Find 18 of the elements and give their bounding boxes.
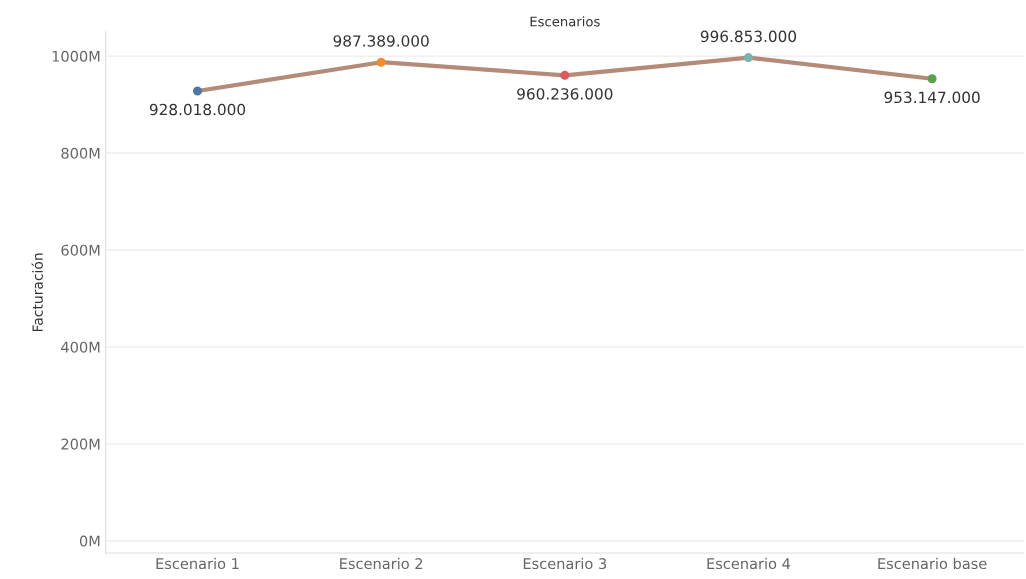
data-label: 987.389.000 — [333, 35, 429, 47]
data-label: 928.018.000 — [149, 103, 246, 116]
chart-title: Escenarios — [530, 16, 600, 27]
y-tick-label: 600M — [61, 244, 100, 256]
x-tick-label: Escenario 4 — [707, 557, 791, 570]
y-tick-label: 1000M — [52, 50, 100, 62]
y-tick-label: 400M — [61, 341, 100, 353]
x-tick-label: Escenario 2 — [340, 557, 423, 570]
y-tick-label: 0M — [79, 535, 100, 547]
x-tick-label: Escenario 3 — [523, 557, 607, 570]
x-tick-label: Escenario base — [878, 557, 987, 570]
y-tick-label: 200M — [61, 438, 100, 450]
y-tick-label: 800M — [61, 147, 100, 159]
y-axis-title: Facturación — [31, 253, 43, 332]
data-label: 960.236.000 — [517, 88, 613, 100]
data-label: 953.147.000 — [884, 91, 980, 104]
x-tick-label: Escenario 1 — [156, 557, 239, 570]
data-label: 996.853.000 — [700, 30, 797, 43]
